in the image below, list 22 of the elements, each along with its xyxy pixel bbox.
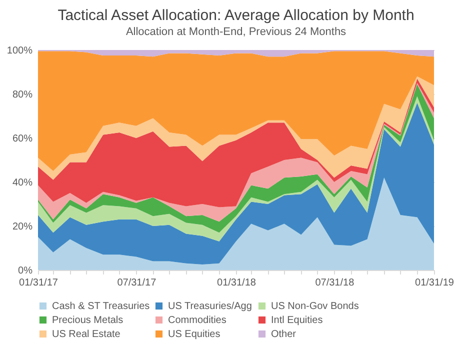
legend-label: Intl Equities [271, 315, 323, 326]
legend-label: US Non-Gov Bonds [271, 301, 359, 312]
legend-label: US Real Estate [52, 329, 121, 340]
x-tick-label: 07/31/18 [315, 278, 355, 288]
x-tick-label: 01/31/18 [217, 278, 256, 288]
x-tick-label: 01/31/17 [19, 278, 58, 288]
legend-label: Cash & ST Treasuries [52, 301, 150, 312]
x-tick-label: 01/31/19 [415, 278, 454, 288]
y-tick-label: 0% [18, 266, 33, 276]
y-tick-label: 80% [12, 90, 33, 100]
chart-subtitle: Allocation at Month-End, Previous 24 Months [126, 26, 347, 38]
y-tick-label: 40% [12, 178, 33, 188]
chart-title: Tactical Asset Allocation: Average Allocation by Month [58, 7, 414, 24]
legend-label: Other [271, 329, 297, 340]
y-tick-label: 100% [6, 46, 33, 56]
legend-label: US Treasuries/Agg [168, 301, 252, 312]
legend-label: Precious Metals [52, 315, 124, 326]
legend-label: US Equities [168, 329, 220, 340]
y-tick-label: 60% [12, 134, 33, 144]
x-tick-label: 07/31/17 [117, 278, 157, 288]
legend-label: Commodities [168, 315, 226, 326]
y-tick-label: 20% [12, 222, 33, 232]
